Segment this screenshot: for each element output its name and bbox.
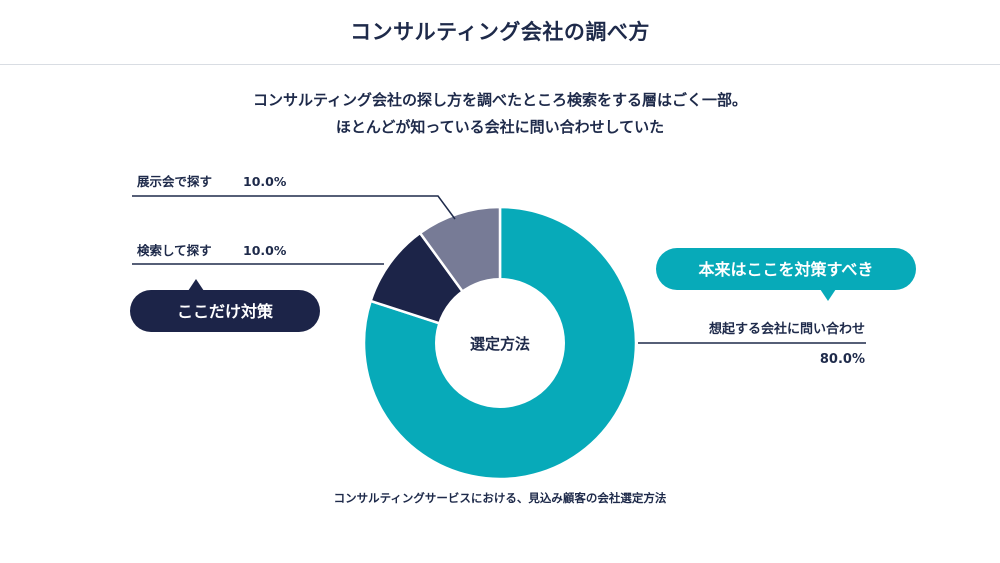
slice-label-exhibition: 展示会で探す (137, 174, 212, 189)
page-title: コンサルティング会社の調べ方 (350, 20, 650, 44)
callout-right-pointer (820, 289, 836, 301)
slice-label-search: 検索して探す (137, 243, 212, 258)
callout-right: 本来はここを対策すべき (656, 248, 916, 301)
headline-line-1: コンサルティング会社の探し方を調べたところ検索をする層はごく一部。 (252, 91, 748, 109)
slice-label-recall: 想起する会社に問い合わせ (709, 321, 865, 337)
callout-left: ここだけ対策 (130, 279, 320, 332)
donut-center-label: 選定方法 (470, 335, 530, 353)
callout-right-bubble (656, 248, 916, 290)
callout-left-text: ここだけ対策 (177, 302, 274, 321)
leader-line-exhibition (132, 195, 456, 220)
donut-hole (435, 278, 565, 408)
slice-value-exhibition: 10.0% (243, 174, 287, 189)
slice-value-search: 10.0% (243, 243, 287, 258)
callout-left-pointer (188, 279, 204, 291)
slice-value-recall: 80.0% (820, 352, 865, 367)
header-divider (0, 64, 1000, 65)
callout-right-text: 本来はここを対策すべき (699, 260, 874, 279)
callout-left-bubble (130, 290, 320, 332)
headline-line-2: ほとんどが知っている会社に問い合わせしていた (335, 118, 665, 136)
chart-caption: コンサルティングサービスにおける、見込み顧客の会社選定方法 (333, 491, 667, 505)
